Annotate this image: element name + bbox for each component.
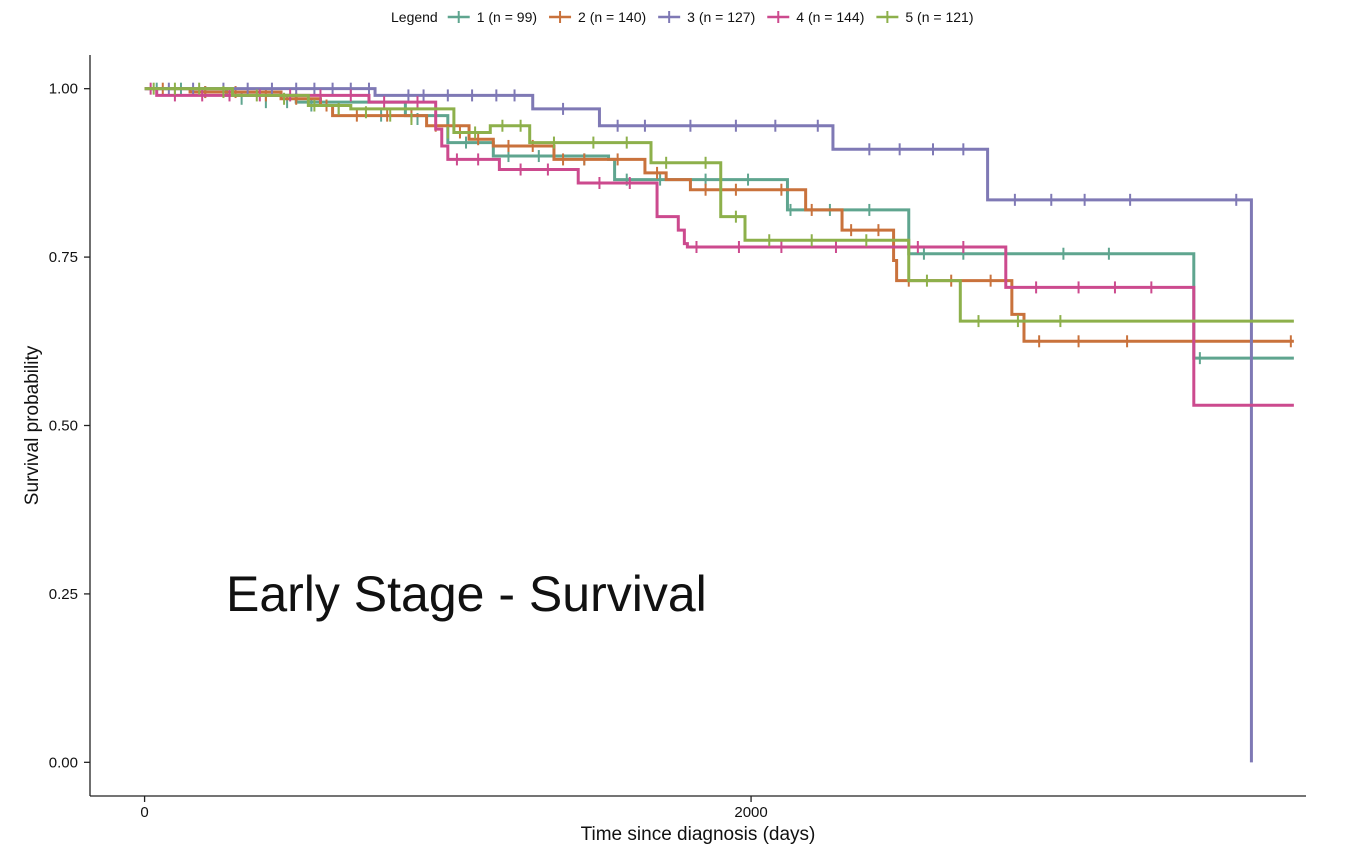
- legend-label: 2 (n = 140): [578, 9, 646, 25]
- series-3-line: [144, 87, 1253, 763]
- x-tick-label: 2000: [734, 804, 767, 821]
- series-4-line: [144, 87, 1294, 407]
- legend-label: 3 (n = 127): [687, 9, 755, 25]
- legend-item: 2 (n = 140): [549, 9, 646, 25]
- series-1-line: [144, 87, 1294, 360]
- x-axis-title: Time since diagnosis (days): [581, 824, 816, 845]
- series-5: [144, 82, 1294, 328]
- y-tick-label: 0.75: [49, 249, 78, 266]
- chart-overlay-text: Early Stage - Survival: [226, 566, 707, 622]
- legend-label: 4 (n = 144): [796, 9, 864, 25]
- y-tick-label: 1.00: [49, 81, 78, 98]
- legend-label: 1 (n = 99): [477, 9, 537, 25]
- legend-label: 5 (n = 121): [905, 9, 973, 25]
- axes: 0 2000 0.00 0.25 0.50 0.75 1.00 Time since di…: [22, 55, 1306, 845]
- series-2: [144, 82, 1294, 348]
- legend: Legend 1 (n = 99) 2 (n = 140) 3 (n = 127) 4…: [391, 9, 973, 25]
- legend-item: 1 (n = 99): [447, 9, 537, 25]
- series-3: [144, 82, 1253, 763]
- x-tick-label: 0: [140, 804, 148, 821]
- series-group: [144, 82, 1294, 763]
- y-ticks: 0.00 0.25 0.50 0.75 1.00: [49, 81, 90, 771]
- y-tick-label: 0.50: [49, 418, 78, 435]
- series-5-line: [144, 87, 1294, 323]
- legend-item: 3 (n = 127): [658, 9, 755, 25]
- legend-title: Legend: [391, 9, 438, 25]
- y-axis-title: Survival probability: [22, 345, 43, 505]
- y-tick-label: 0.25: [49, 586, 78, 603]
- series-4: [144, 82, 1294, 407]
- legend-item: 5 (n = 121): [876, 9, 973, 25]
- legend-item: 4 (n = 144): [767, 9, 864, 25]
- y-tick-label: 0.00: [49, 754, 78, 771]
- x-ticks: 0 2000: [140, 796, 768, 821]
